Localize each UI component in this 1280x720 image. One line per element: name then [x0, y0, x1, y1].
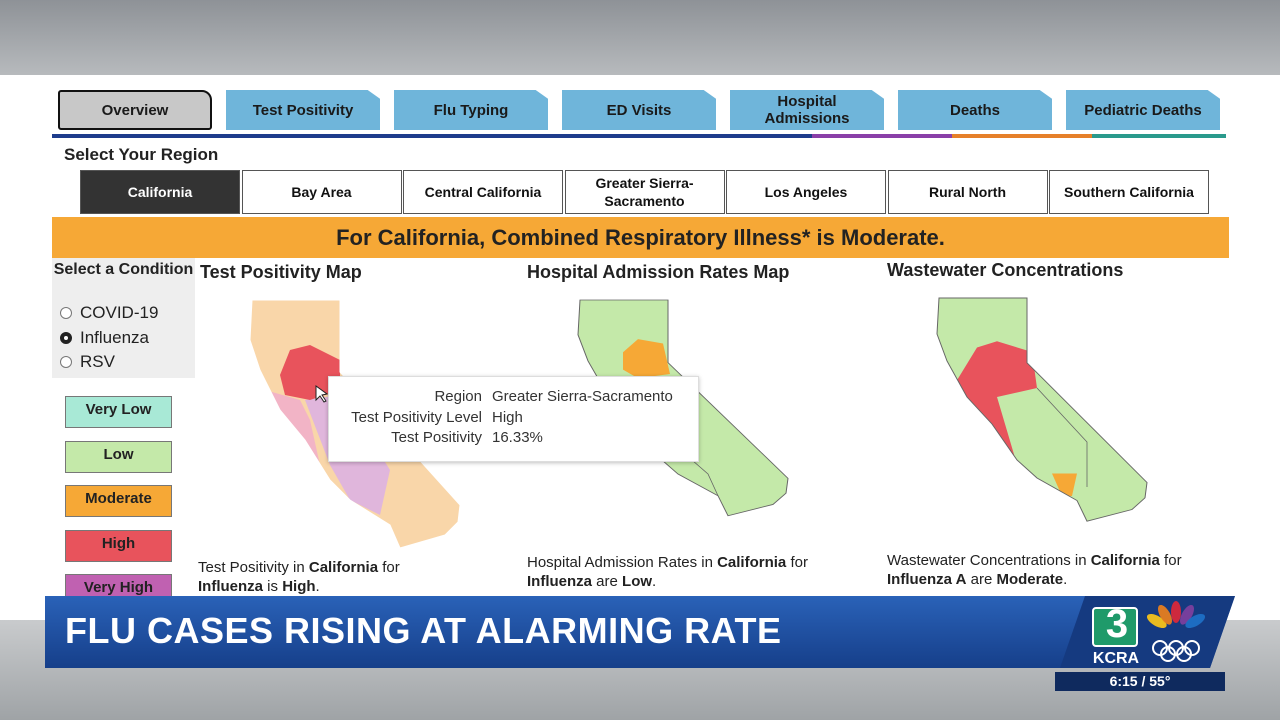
caption-segment: is	[263, 578, 283, 595]
caption-segment: Test Positivity in	[198, 559, 309, 576]
tab[interactable]: Flu Typing	[394, 90, 548, 130]
wastewater-map	[936, 297, 1148, 522]
panel-title: Test Positivity Map	[200, 262, 362, 282]
panel-caption: Wastewater Concentrations in California …	[887, 551, 1192, 589]
blurred-top	[0, 0, 1280, 75]
region-label: Bay Area	[291, 184, 352, 200]
caption-segment: Influenza A	[887, 571, 967, 588]
tab-label: Flu Typing	[433, 101, 509, 119]
caption-segment: for	[1159, 552, 1182, 569]
caption-segment: California	[1090, 552, 1160, 569]
condition-option[interactable]: COVID-19	[60, 303, 158, 323]
tooltip-label: Region	[434, 388, 482, 405]
tooltip-value: Greater Sierra-Sacramento	[492, 388, 673, 405]
caption-segment: .	[652, 573, 657, 590]
radio	[60, 331, 72, 344]
region-button[interactable]: Central California	[403, 170, 563, 214]
condition-option[interactable]: RSV	[60, 352, 115, 372]
region-label: Los Angeles	[764, 184, 848, 200]
caption-segment: for	[786, 554, 808, 571]
legend-item: Low	[65, 440, 172, 473]
caption-segment: Influenza	[198, 578, 264, 595]
tooltip-value: 16.33%	[492, 429, 543, 446]
region-label: Southern California	[1064, 184, 1194, 200]
tab-underline	[52, 134, 1226, 138]
region-button[interactable]: Southern California	[1049, 170, 1209, 214]
radio	[60, 356, 72, 368]
headline: FLU CASES RISING AT ALARMING RATE	[65, 610, 782, 651]
region-button[interactable]: California	[80, 170, 240, 214]
panel-title: Wastewater Concentrations	[887, 260, 1124, 280]
caption-segment: Low	[622, 573, 653, 590]
tab-label: Deaths	[949, 101, 1001, 119]
caption-segment: Moderate	[996, 571, 1064, 588]
tab[interactable]: ED Visits	[562, 90, 716, 130]
option-label: COVID-19	[80, 303, 159, 322]
channel-number: 3	[1105, 602, 1129, 646]
option-label: RSV	[80, 352, 115, 371]
caption-segment: are	[966, 571, 997, 588]
tooltip-value: High	[492, 408, 523, 426]
condition-option[interactable]: Influenza	[60, 328, 149, 348]
region-button[interactable]: Bay Area	[241, 170, 402, 214]
tab[interactable]: Deaths	[898, 90, 1052, 130]
region-label: Greater Sierra-Sacramento	[595, 175, 694, 209]
caption-segment: California	[308, 559, 379, 576]
caption-segment: Influenza	[527, 573, 593, 590]
panel-title: Hospital Admission Rates Map	[527, 262, 790, 282]
panel-caption: Hospital Admission Rates in California f…	[527, 553, 817, 591]
caption-segment: California	[717, 554, 787, 571]
condition-box: Select a Condition	[52, 258, 195, 378]
legend-item: Moderate	[65, 485, 172, 517]
option-label: Influenza	[80, 327, 149, 347]
tab[interactable]: Test Positivity	[226, 90, 380, 130]
region-button[interactable]: Los Angeles	[726, 170, 886, 214]
tab[interactable]: Pediatric Deaths	[1066, 90, 1220, 130]
tab-label: ED Visits	[606, 101, 672, 119]
cursor	[315, 385, 329, 403]
station-name: KCRA	[1092, 650, 1140, 667]
caption-segment: for	[378, 559, 400, 576]
caption-segment: Wastewater Concentrations in	[887, 552, 1091, 569]
tab[interactable]: Hospital Admissions	[730, 90, 884, 130]
region-label: Central California	[424, 184, 542, 200]
tooltip-label: Test Positivity	[391, 429, 482, 446]
tooltip: Region Greater Sierra-Sacramento Test Posi…	[328, 376, 699, 462]
legend-item: High	[65, 529, 172, 562]
tab-label: Hospital Admissions	[764, 93, 850, 127]
caption-segment: Hospital Admission Rates in	[527, 554, 718, 571]
region-prompt: Select Your Region	[64, 145, 219, 164]
caption-segment: High	[282, 578, 316, 595]
radio	[60, 307, 72, 319]
time-temp: 6:15 / 55°	[1109, 673, 1171, 689]
panel-caption: Test Positivity in California for Influe…	[198, 558, 430, 596]
tab-label: Pediatric Deaths	[1084, 101, 1202, 119]
tab-label: Overview	[101, 101, 169, 119]
status-banner: For California, Combined Respiratory Ill…	[52, 217, 1229, 258]
region-button[interactable]: Greater Sierra-Sacramento	[564, 170, 725, 214]
tab-label: Test Positivity	[252, 101, 354, 119]
region-label: California	[127, 184, 193, 200]
caption-segment: .	[315, 578, 320, 595]
caption-segment: .	[1063, 571, 1068, 588]
tab[interactable]: Overview	[58, 90, 212, 130]
region-label: Rural North	[929, 184, 1006, 200]
caption-segment: are	[592, 573, 623, 590]
condition-title: Select a Condition	[53, 261, 194, 278]
lower-third	[45, 596, 1235, 691]
legend-item: Very Low	[65, 396, 172, 428]
tooltip-label: Test Positivity Level	[351, 408, 482, 426]
region-button[interactable]: Rural North	[887, 170, 1048, 214]
